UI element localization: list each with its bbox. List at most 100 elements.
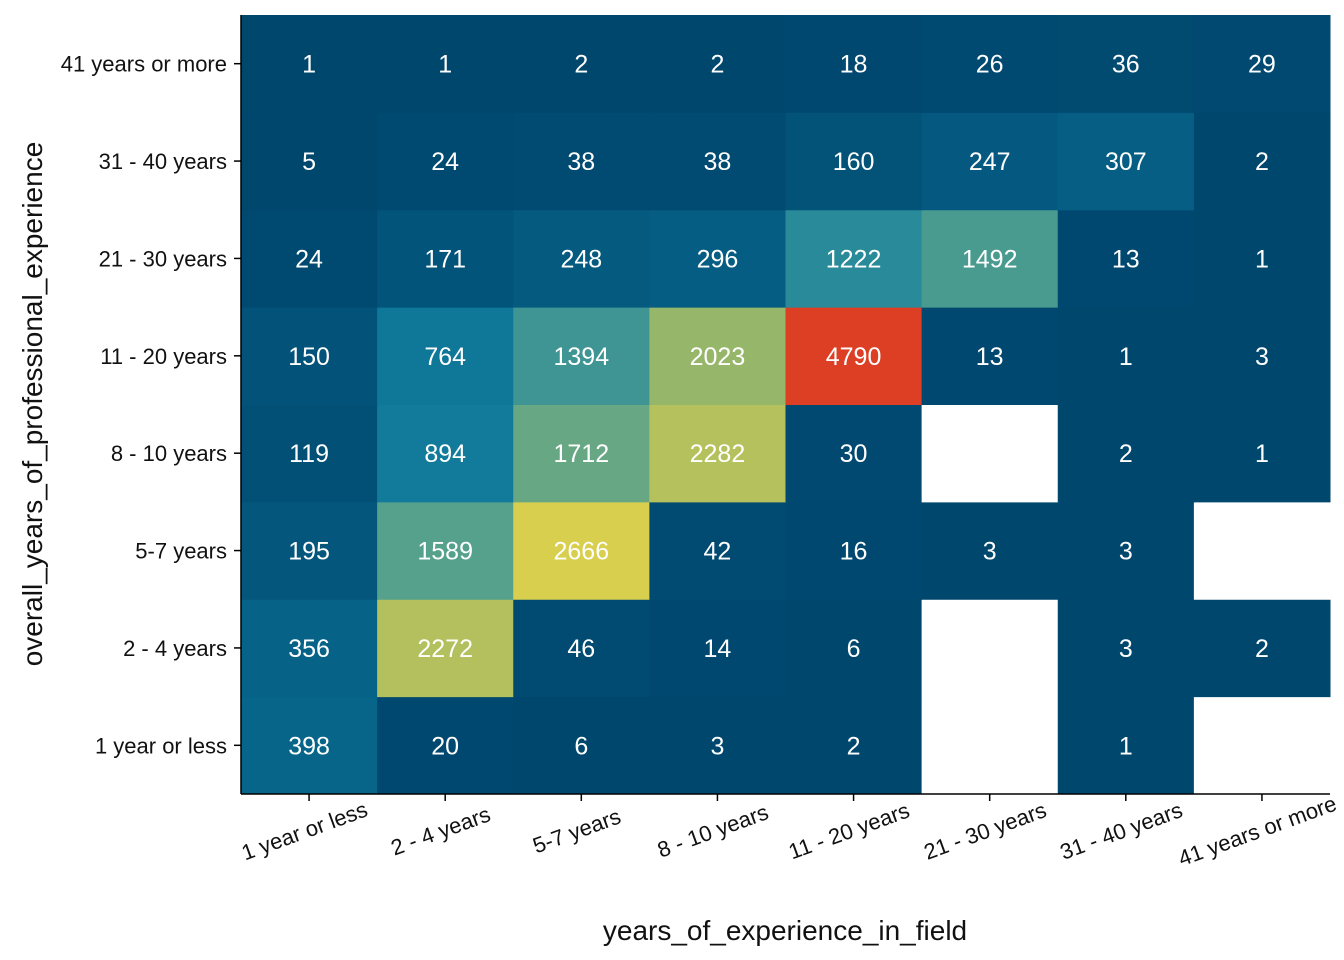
cell-value-label: 24 — [295, 245, 323, 273]
cell-value-label: 2023 — [690, 343, 746, 371]
cell-value-label: 2 — [710, 51, 724, 79]
heatmap-cell — [1057, 404, 1195, 503]
cell-value-label: 296 — [697, 245, 739, 273]
heatmap-cell-labels: 398 20 6 3 2 1 356 2272 46 14 6 3 2 195 1589 2666 42 16 3 3… — [288, 51, 1276, 761]
heatmap-cell — [785, 404, 923, 503]
cell-value-label: 30 — [840, 440, 868, 468]
cell-value-label: 42 — [704, 538, 732, 566]
cell-value-label: 6 — [574, 732, 588, 760]
heatmap-cell — [1057, 599, 1195, 698]
x-tick-label: 21 - 30 years — [921, 797, 1050, 864]
heatmap-cell — [377, 404, 514, 503]
heatmap-cell — [241, 112, 378, 211]
y-tick-label: 31 - 40 years — [99, 149, 227, 174]
cell-value-label: 1712 — [554, 440, 610, 468]
cell-value-label: 247 — [969, 148, 1011, 176]
heatmap-cell — [377, 15, 514, 113]
axes — [240, 15, 1330, 795]
cell-value-label: 26 — [976, 51, 1004, 79]
cell-value-label: 29 — [1248, 51, 1276, 79]
cell-value-label: 3 — [983, 538, 997, 566]
x-tick-label: 2 - 4 years — [388, 801, 494, 860]
heatmap-cell — [241, 307, 378, 405]
cell-value-label: 2 — [574, 51, 588, 79]
cell-value-label: 1 — [1255, 440, 1269, 468]
cell-value-label: 160 — [833, 148, 875, 176]
heatmap-cell — [921, 112, 1059, 211]
heatmap-cell — [241, 15, 378, 113]
heatmap-cell — [649, 209, 786, 308]
x-tick-label: 8 - 10 years — [654, 799, 772, 862]
heatmap-cell — [1057, 501, 1195, 600]
cell-value-label: 195 — [288, 538, 330, 566]
heatmap-cell — [513, 501, 650, 600]
heatmap-cell — [241, 501, 378, 600]
x-axis-title: years_of_experience_in_field — [603, 915, 967, 946]
cell-value-label: 1 — [1119, 732, 1133, 760]
heatmap-cell — [1057, 209, 1195, 308]
heatmap-cell — [649, 501, 786, 600]
cell-value-label: 20 — [431, 732, 459, 760]
heatmap-cell — [921, 501, 1059, 600]
y-axis-title: overall_years_of_professional_experience — [17, 142, 48, 667]
heatmap-cell — [785, 209, 923, 308]
cell-value-label: 150 — [288, 343, 330, 371]
cell-value-label: 1 — [438, 51, 452, 79]
y-ticks: 1 year or less 2 - 4 years 5-7 years 8 - 10… — [61, 52, 241, 758]
heatmap-cell — [921, 209, 1059, 308]
heatmap-cell-empty — [921, 599, 1059, 698]
heatmap-cell — [377, 112, 514, 211]
heatmap-cell — [241, 209, 378, 308]
heatmap-cell — [785, 599, 923, 698]
cell-value-label: 38 — [704, 148, 732, 176]
heatmap-cell — [513, 599, 650, 698]
cell-value-label: 24 — [431, 148, 459, 176]
cell-value-label: 4790 — [826, 343, 882, 371]
heatmap-cell — [1193, 209, 1331, 308]
heatmap-cell — [649, 696, 786, 795]
heatmap-cell — [649, 307, 786, 405]
cell-value-label: 398 — [288, 732, 330, 760]
heatmap-cell — [1193, 307, 1331, 405]
y-tick-label: 5-7 years — [135, 539, 227, 564]
heatmap-cell — [241, 404, 378, 503]
x-ticks: 1 year or less 2 - 4 years 5-7 years 8 - 10… — [238, 791, 1340, 871]
heatmap-cell — [377, 209, 514, 308]
cell-value-label: 2272 — [417, 635, 473, 663]
heatmap-cell-empty — [1193, 501, 1331, 600]
cell-value-label: 1 — [1119, 343, 1133, 371]
heatmap-cell — [241, 696, 378, 795]
x-tick-label: 11 - 20 years — [785, 798, 913, 865]
cell-value-label: 18 — [840, 51, 868, 79]
heatmap-cell — [921, 307, 1059, 405]
heatmap-cell — [785, 112, 923, 211]
heatmap-cell — [1057, 307, 1195, 405]
cell-value-label: 356 — [288, 635, 330, 663]
y-tick-label: 21 - 30 years — [99, 246, 227, 271]
cell-value-label: 1222 — [826, 245, 882, 273]
heatmap-cell-empty — [1193, 696, 1331, 795]
x-tick-label: 5-7 years — [529, 804, 624, 859]
cell-value-label: 36 — [1112, 51, 1140, 79]
heatmap-cell — [377, 696, 514, 795]
heatmap-cell — [649, 404, 786, 503]
heatmap-cell — [377, 599, 514, 698]
heatmap-cell — [1057, 112, 1195, 211]
cell-value-label: 14 — [704, 635, 732, 663]
cell-value-label: 2 — [1255, 635, 1269, 663]
heatmap-cell — [241, 599, 378, 698]
cell-value-label: 46 — [567, 635, 595, 663]
y-tick-label: 1 year or less — [95, 733, 227, 758]
heatmap-cell — [1193, 599, 1331, 698]
heatmap-cell — [1193, 404, 1331, 503]
cell-value-label: 248 — [560, 245, 602, 273]
cell-value-label: 1 — [302, 51, 316, 79]
heatmap-cell — [921, 15, 1059, 113]
cell-value-label: 1 — [1255, 245, 1269, 273]
cell-value-label: 894 — [424, 440, 466, 468]
heatmap-cell — [785, 307, 923, 405]
cell-value-label: 1492 — [962, 245, 1018, 273]
heatmap-cell — [377, 501, 514, 600]
heatmap-cell — [1057, 696, 1195, 795]
y-tick-label: 11 - 20 years — [100, 344, 227, 369]
